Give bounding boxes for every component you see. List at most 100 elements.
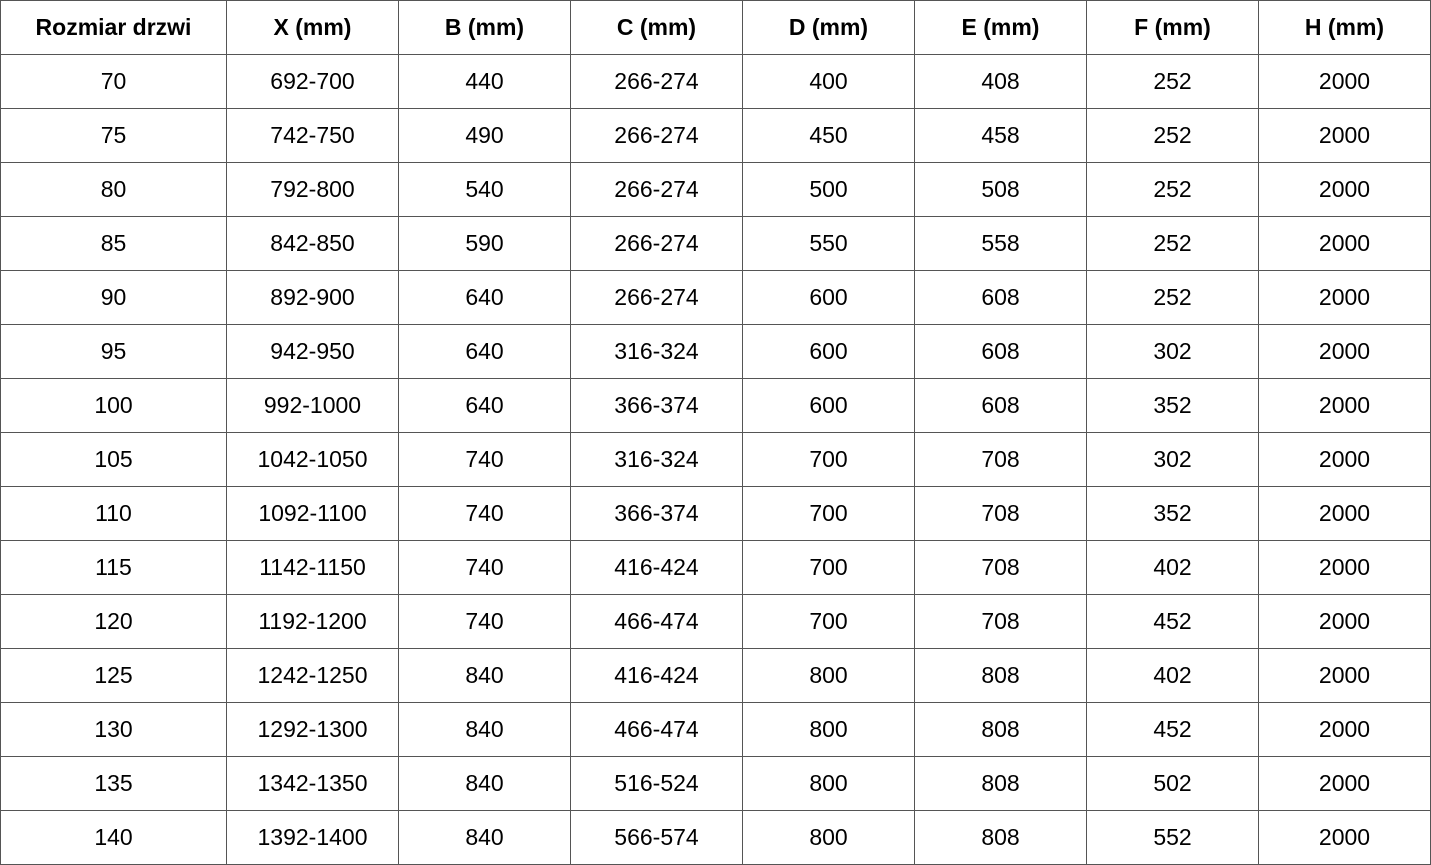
table-cell: 590 [398,216,571,271]
table-row: 135 1342-1350 840 516-524 800 808 502 2000 [0,756,1431,811]
table-cell: 1042-1050 [226,432,399,487]
table-cell: 700 [742,594,915,649]
table-cell: 80 [0,162,227,217]
table-row: 80 792-800 540 266-274 500 508 252 2000 [0,162,1431,217]
table-cell: 408 [914,54,1087,109]
table-cell: 540 [398,162,571,217]
table-cell: 400 [742,54,915,109]
header-row: Rozmiar drzwi X (mm) B (mm) C (mm) D (mm) E (… [0,0,1431,55]
table-cell: 740 [398,540,571,595]
table-cell: 352 [1086,486,1259,541]
table-cell: 252 [1086,162,1259,217]
table-cell: 125 [0,648,227,703]
table-cell: 808 [914,756,1087,811]
table-cell: 90 [0,270,227,325]
table-row: 75 742-750 490 266-274 450 458 252 2000 [0,108,1431,163]
table-cell: 600 [742,378,915,433]
table-row: 70 692-700 440 266-274 400 408 252 2000 [0,54,1431,109]
table-cell: 352 [1086,378,1259,433]
table-cell: 708 [914,540,1087,595]
table-cell: 2000 [1258,378,1431,433]
table-cell: 740 [398,594,571,649]
table-cell: 840 [398,810,571,865]
table-cell: 452 [1086,594,1259,649]
table-cell: 800 [742,756,915,811]
table-cell: 266-274 [570,162,743,217]
table-row: 125 1242-1250 840 416-424 800 808 402 2000 [0,648,1431,703]
table-cell: 490 [398,108,571,163]
table-row: 105 1042-1050 740 316-324 700 708 302 2000 [0,432,1431,487]
table-cell: 115 [0,540,227,595]
table-cell: 452 [1086,702,1259,757]
table-cell: 2000 [1258,540,1431,595]
table-cell: 608 [914,270,1087,325]
table-cell: 700 [742,486,915,541]
table-cell: 840 [398,756,571,811]
table-cell: 508 [914,162,1087,217]
table-cell: 740 [398,486,571,541]
table-cell: 450 [742,108,915,163]
table-cell: 416-424 [570,648,743,703]
table-cell: 608 [914,324,1087,379]
table-cell: 316-324 [570,432,743,487]
table-cell: 700 [742,432,915,487]
table-cell: 1342-1350 [226,756,399,811]
table-cell: 252 [1086,216,1259,271]
table-cell: 1142-1150 [226,540,399,595]
table-cell: 516-524 [570,756,743,811]
table-cell: 992-1000 [226,378,399,433]
table-cell: 1192-1200 [226,594,399,649]
table-cell: 640 [398,324,571,379]
table-cell: 600 [742,324,915,379]
table-cell: 550 [742,216,915,271]
table-cell: 2000 [1258,648,1431,703]
header-cell: C (mm) [570,0,743,55]
table-cell: 1092-1100 [226,486,399,541]
table-cell: 2000 [1258,108,1431,163]
table-cell: 942-950 [226,324,399,379]
table-cell: 2000 [1258,162,1431,217]
table-cell: 700 [742,540,915,595]
header-cell: D (mm) [742,0,915,55]
table-row: 130 1292-1300 840 466-474 800 808 452 2000 [0,702,1431,757]
table-cell: 252 [1086,54,1259,109]
table-cell: 608 [914,378,1087,433]
table-cell: 708 [914,486,1087,541]
table-cell: 120 [0,594,227,649]
table-cell: 302 [1086,324,1259,379]
table-cell: 110 [0,486,227,541]
table-cell: 2000 [1258,324,1431,379]
table-cell: 402 [1086,648,1259,703]
table-cell: 2000 [1258,702,1431,757]
table-cell: 440 [398,54,571,109]
table-cell: 842-850 [226,216,399,271]
table-cell: 75 [0,108,227,163]
table-cell: 252 [1086,270,1259,325]
table-row: 100 992-1000 640 366-374 600 608 352 2000 [0,378,1431,433]
table-row: 85 842-850 590 266-274 550 558 252 2000 [0,216,1431,271]
table-cell: 135 [0,756,227,811]
table-cell: 708 [914,432,1087,487]
table-row: 120 1192-1200 740 466-474 700 708 452 2000 [0,594,1431,649]
table-cell: 266-274 [570,108,743,163]
table-cell: 1292-1300 [226,702,399,757]
table-cell: 800 [742,810,915,865]
table-cell: 466-474 [570,702,743,757]
table-cell: 2000 [1258,216,1431,271]
table-cell: 1392-1400 [226,810,399,865]
table-cell: 840 [398,702,571,757]
table-cell: 500 [742,162,915,217]
header-cell: E (mm) [914,0,1087,55]
header-cell: H (mm) [1258,0,1431,55]
table-row: 90 892-900 640 266-274 600 608 252 2000 [0,270,1431,325]
table-cell: 130 [0,702,227,757]
table-cell: 100 [0,378,227,433]
table-cell: 85 [0,216,227,271]
table-cell: 402 [1086,540,1259,595]
table-row: 115 1142-1150 740 416-424 700 708 402 2000 [0,540,1431,595]
table-body: 70 692-700 440 266-274 400 408 252 2000 75 742-75… [0,54,1431,865]
table-cell: 458 [914,108,1087,163]
table-cell: 800 [742,648,915,703]
header-cell: X (mm) [226,0,399,55]
table-cell: 466-474 [570,594,743,649]
